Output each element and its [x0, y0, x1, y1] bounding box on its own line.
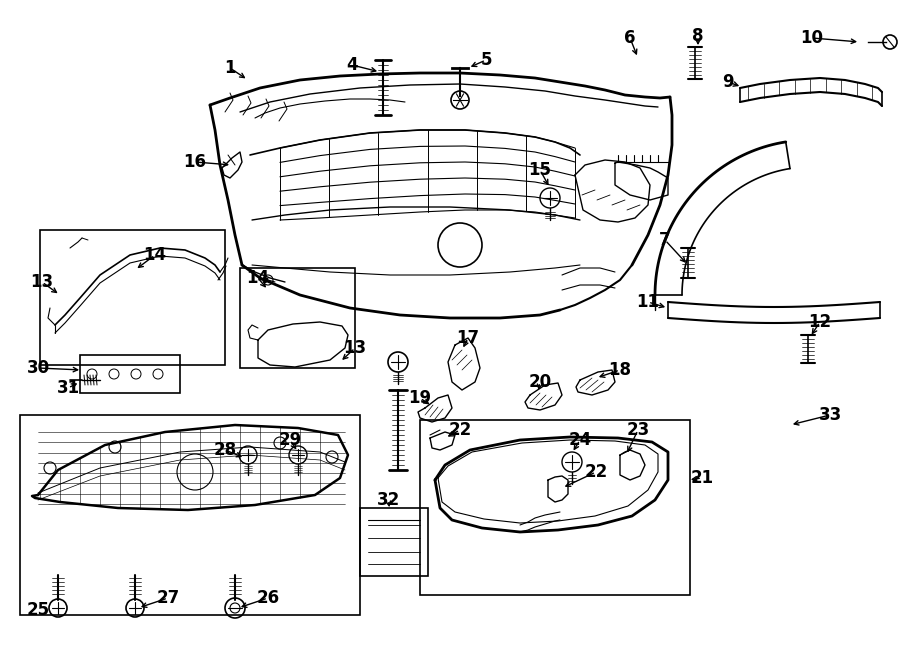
- Text: 10: 10: [800, 29, 824, 47]
- Text: 23: 23: [626, 421, 650, 439]
- Text: 26: 26: [256, 589, 280, 607]
- Bar: [20, 415, 360, 615]
- Text: 12: 12: [808, 313, 832, 331]
- Bar: [40, 230, 225, 365]
- Text: 24: 24: [569, 431, 591, 449]
- Text: 1: 1: [224, 59, 236, 77]
- Text: 14: 14: [143, 246, 166, 264]
- Text: 32: 32: [376, 491, 400, 509]
- Text: 6: 6: [625, 29, 635, 47]
- Text: 27: 27: [157, 589, 180, 607]
- Text: 17: 17: [456, 329, 480, 347]
- Text: 30: 30: [26, 359, 50, 377]
- Text: 29: 29: [278, 431, 302, 449]
- Text: 20: 20: [528, 373, 552, 391]
- Text: 18: 18: [608, 361, 632, 379]
- Text: 19: 19: [409, 389, 432, 407]
- Bar: [80, 355, 180, 393]
- Text: 9: 9: [722, 73, 734, 91]
- Text: 15: 15: [528, 161, 552, 179]
- Text: 22: 22: [584, 463, 608, 481]
- Text: 11: 11: [636, 293, 660, 311]
- Text: 8: 8: [692, 27, 704, 45]
- Text: 13: 13: [344, 339, 366, 357]
- Text: 5: 5: [481, 51, 491, 69]
- Text: 28: 28: [213, 441, 237, 459]
- Text: 21: 21: [690, 469, 714, 487]
- Bar: [240, 268, 355, 368]
- Text: 31: 31: [57, 379, 79, 397]
- Text: 22: 22: [448, 421, 472, 439]
- Text: 13: 13: [31, 273, 54, 291]
- Bar: [360, 508, 428, 576]
- Text: 7: 7: [659, 231, 670, 249]
- Text: 33: 33: [818, 406, 842, 424]
- Text: 4: 4: [346, 56, 358, 74]
- Text: 16: 16: [184, 153, 206, 171]
- Bar: [420, 420, 690, 595]
- Text: 25: 25: [26, 601, 50, 619]
- Text: 14: 14: [247, 269, 270, 287]
